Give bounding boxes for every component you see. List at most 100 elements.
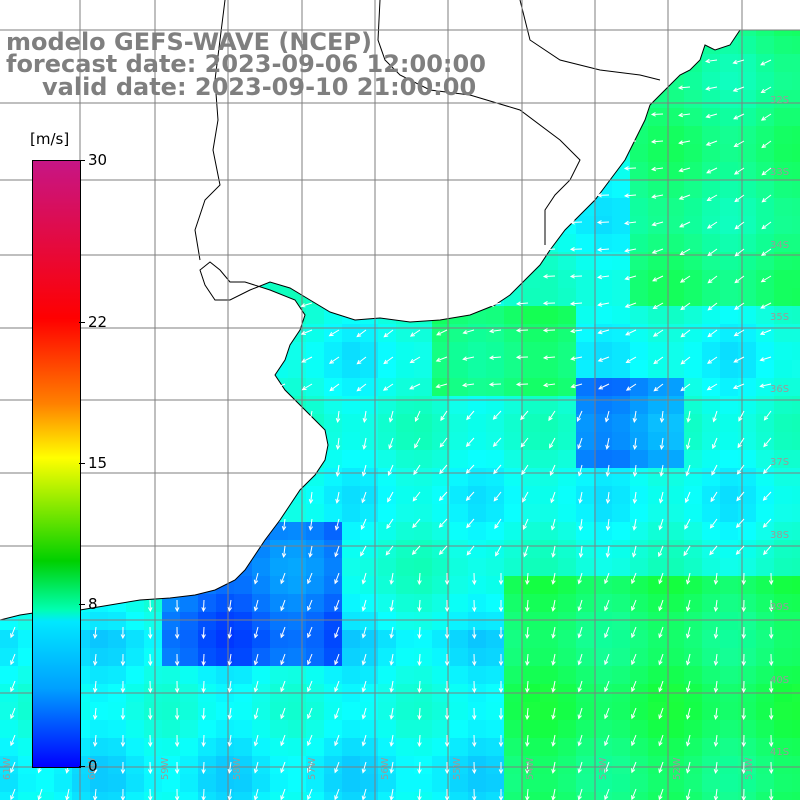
- longitude-label: 56W: [380, 757, 391, 780]
- wind-cell: [666, 108, 685, 127]
- wind-arrow: [713, 761, 719, 774]
- wind-cell: [486, 450, 505, 469]
- wind-cell: [522, 792, 541, 800]
- wind-cell: [684, 594, 703, 613]
- wind-cell: [342, 522, 361, 541]
- wind-cell: [522, 432, 541, 451]
- wind-cell: [666, 270, 685, 289]
- wind-arrow: [707, 248, 718, 257]
- colorbar-tick-label: 15: [88, 454, 108, 472]
- wind-cell: [558, 774, 577, 793]
- wind-cell: [180, 666, 199, 685]
- wind-cell: [738, 306, 757, 325]
- wind-cell: [720, 612, 739, 631]
- wind-arrow: [551, 707, 556, 720]
- wind-cell: [522, 576, 541, 595]
- wind-arrow: [92, 707, 98, 721]
- wind-arrow: [737, 437, 745, 449]
- wind-cell: [180, 774, 199, 793]
- wind-cell: [630, 738, 649, 757]
- wind-arrow: [174, 626, 180, 640]
- wind-cell: [648, 540, 667, 559]
- wind-arrow: [631, 788, 637, 800]
- wind-cell: [342, 486, 361, 505]
- wind-cell: [378, 756, 397, 775]
- wind-cell: [162, 738, 181, 757]
- wind-cell: [504, 306, 523, 325]
- wind-arrow: [732, 59, 745, 65]
- wind-cell: [324, 594, 343, 613]
- wind-cell: [486, 378, 505, 397]
- wind-arrow: [334, 653, 340, 666]
- wind-cell: [594, 414, 613, 433]
- wind-cell: [612, 756, 631, 775]
- wind-cell: [342, 702, 361, 721]
- wind-cell: [720, 342, 739, 361]
- wind-arrow: [548, 410, 556, 422]
- wind-cell: [756, 486, 775, 505]
- wind-cell: [450, 666, 469, 685]
- wind-cell: [486, 756, 505, 775]
- wind-cell: [792, 702, 800, 721]
- wind-cell: [792, 144, 800, 163]
- wind-cell: [180, 738, 199, 757]
- wind-arrow: [597, 302, 610, 307]
- wind-cell: [594, 288, 613, 307]
- wind-cell: [648, 522, 667, 541]
- wind-arrow: [439, 437, 448, 448]
- wind-arrow: [551, 572, 556, 585]
- wind-cell: [558, 414, 577, 433]
- wind-cell: [198, 648, 217, 667]
- wind-arrow: [683, 545, 691, 557]
- wind-arrow: [201, 761, 206, 775]
- wind-arrow: [759, 329, 772, 336]
- wind-cell: [378, 630, 397, 649]
- wind-arrow: [658, 734, 664, 747]
- wind-arrow: [253, 626, 259, 639]
- wind-cell: [684, 756, 703, 775]
- wind-cell: [792, 54, 800, 73]
- wind-cell: [432, 540, 451, 559]
- wind-cell: [360, 738, 379, 757]
- wind-arrow: [308, 491, 314, 505]
- wind-cell: [198, 756, 217, 775]
- wind-cell: [666, 252, 685, 271]
- wind-cell: [504, 342, 523, 361]
- wind-cell: [702, 270, 721, 289]
- wind-cell: [684, 504, 703, 523]
- wind-arrow: [438, 545, 448, 555]
- wind-cell: [756, 558, 775, 577]
- wind-cell: [414, 432, 433, 451]
- wind-cell: [126, 630, 145, 649]
- wind-cell: [540, 720, 559, 739]
- wind-arrow: [741, 734, 747, 748]
- wind-cell: [558, 288, 577, 307]
- wind-arrow: [762, 491, 772, 501]
- wind-arrow: [705, 58, 718, 64]
- wind-arrow: [741, 626, 747, 640]
- colorbar-tick-mark: [79, 604, 85, 606]
- wind-cell: [216, 738, 235, 757]
- wind-cell: [270, 540, 289, 559]
- title-valid-date: valid date: 2023-09-10 21:00:00: [42, 73, 477, 101]
- wind-cell: [756, 342, 775, 361]
- wind-arrow: [389, 599, 394, 612]
- wind-cell: [594, 216, 613, 235]
- wind-arrow: [763, 437, 772, 448]
- wind-cell: [666, 648, 685, 667]
- wind-cell: [270, 576, 289, 595]
- wind-arrow: [435, 383, 448, 389]
- wind-arrow: [10, 626, 16, 639]
- wind-cell: [720, 126, 739, 145]
- wind-arrow: [201, 734, 206, 748]
- wind-cell: [594, 720, 613, 739]
- wind-arrow: [604, 761, 610, 774]
- wind-cell: [774, 396, 793, 415]
- wind-cell: [504, 504, 523, 523]
- wind-arrow: [706, 383, 718, 391]
- wind-cell: [504, 792, 523, 800]
- wind-cell: [666, 234, 685, 253]
- wind-cell: [738, 342, 757, 361]
- wind-cell: [252, 612, 271, 631]
- wind-cell: [540, 414, 559, 433]
